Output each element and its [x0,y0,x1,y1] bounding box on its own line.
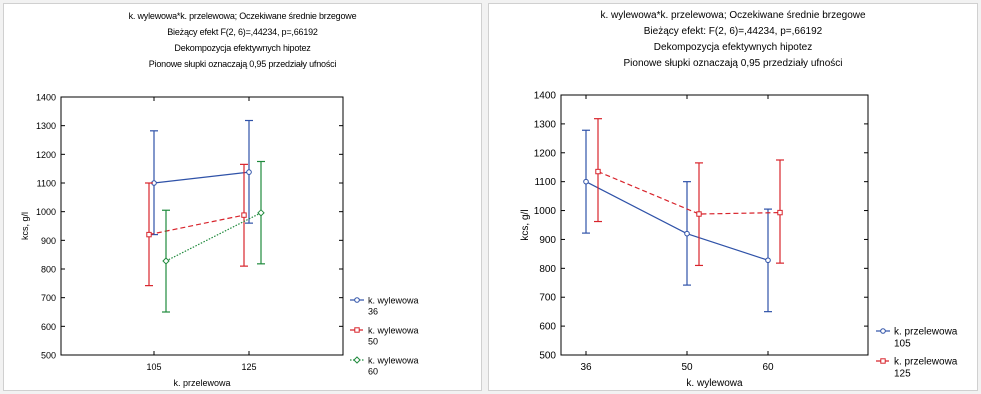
legend-value: 105 [894,339,911,350]
data-point [777,209,783,216]
legend-label: k. przelewowa [894,327,958,338]
legend-label: k. przelewowa [894,357,958,368]
series-line [148,214,245,236]
series-line [153,171,250,184]
y-tick-label: 1400 [534,91,557,102]
chart-title-block: k. wylewowa*k. przelewowa; Oczekiwane śr… [4,8,481,72]
x-tick-label: 50 [681,362,693,373]
x-axis-label: k. przelewowa [173,378,230,388]
y-tick-label: 1400 [36,93,56,103]
x-tick-label: 36 [580,362,592,373]
y-tick-label: 1000 [534,206,557,217]
data-point [696,211,702,217]
legend-swatch-marker [354,327,360,333]
series-line [585,181,769,261]
chart-subtitle-2: Dekompozycja efektywnych hipotez [174,43,311,53]
data-point [257,209,265,217]
legend-value: 125 [894,369,911,380]
legend-label: k. wylewowa [368,326,419,336]
y-tick-label: 500 [41,351,56,361]
y-tick-label: 800 [41,265,56,275]
data-point [595,168,601,175]
data-point [765,257,771,264]
legend-value: 50 [368,337,378,347]
chart-panel-right: k. wylewowa*k. przelewowa; Oczekiwane śr… [488,3,978,391]
legend-swatch-marker [880,358,886,364]
x-tick-label: 60 [762,362,774,373]
y-axis-label: kcs, g/l [20,212,30,240]
legend-value: 60 [368,367,378,377]
y-tick-label: 1100 [37,179,56,189]
chart-svg-right: 500 600 700 800 900 1000 1100 1200 1300 1400 36 50 6… [520,91,958,390]
chart-title: k. wylewowa*k. przelewowa; Oczekiwane śr… [600,10,866,21]
chart-subtitle-3: Pionowe słupki oznaczają 0,95 przedziały… [148,59,337,69]
data-point [684,230,690,237]
y-tick-label: 600 [539,322,556,333]
chart-svg-left: 500 600 700 800 900 1000 1100 1200 1300 1400 105 12… [20,93,419,389]
chart-subtitle-1: Bieżący efekt: F(2, 6)=,44234, p=,66192 [643,26,823,37]
y-tick-label: 900 [539,235,556,246]
plot-frame [60,96,344,356]
y-tick-label: 1200 [534,148,557,159]
data-point [246,169,252,175]
plot-frame [560,94,869,356]
x-tick-label: 125 [241,362,256,372]
y-tick-label: 800 [539,264,556,275]
y-tick-label: 1300 [36,121,56,131]
legend-swatch-marker [354,297,360,303]
series-line [597,171,781,215]
x-axis-label: k. wylewowa [686,378,743,389]
y-tick-label: 1000 [36,207,56,217]
y-tick-label: 1100 [534,177,556,188]
y-axis-label: kcs, g/l [520,209,531,240]
chart-title: k. wylewowa*k. przelewowa; Oczekiwane śr… [128,11,357,21]
y-tick-label: 700 [539,293,556,304]
legend-value: 36 [368,307,378,317]
y-tick-label: 500 [539,351,556,362]
legend-label: k. wylewowa [368,356,419,366]
y-tick-label: 700 [41,293,56,303]
chart-subtitle-1: Bieżący efekt F(2, 6)=,44234, p=,66192 [167,27,318,37]
x-tick-label: 105 [146,362,161,372]
chart-subtitle-2: Dekompozycja efektywnych hipotez [653,42,813,53]
legend-label: k. wylewowa [368,296,419,306]
y-tick-label: 900 [41,236,56,246]
y-tick-label: 1300 [534,119,557,130]
series-line [165,212,262,262]
legend-swatch-marker [880,328,886,334]
y-tick-label: 1200 [36,150,56,160]
chart-panel-left: k. wylewowa*k. przelewowa; Oczekiwane śr… [3,3,482,391]
data-point [146,231,152,238]
data-point [583,178,589,185]
data-point [162,257,170,265]
data-point [241,212,247,218]
chart-subtitle-3: Pionowe słupki oznaczają 0,95 przedziały… [623,58,843,69]
chart-title-block: k. wylewowa*k. przelewowa; Oczekiwane śr… [489,8,977,72]
y-tick-label: 600 [41,322,56,332]
legend-swatch-marker [353,356,361,364]
